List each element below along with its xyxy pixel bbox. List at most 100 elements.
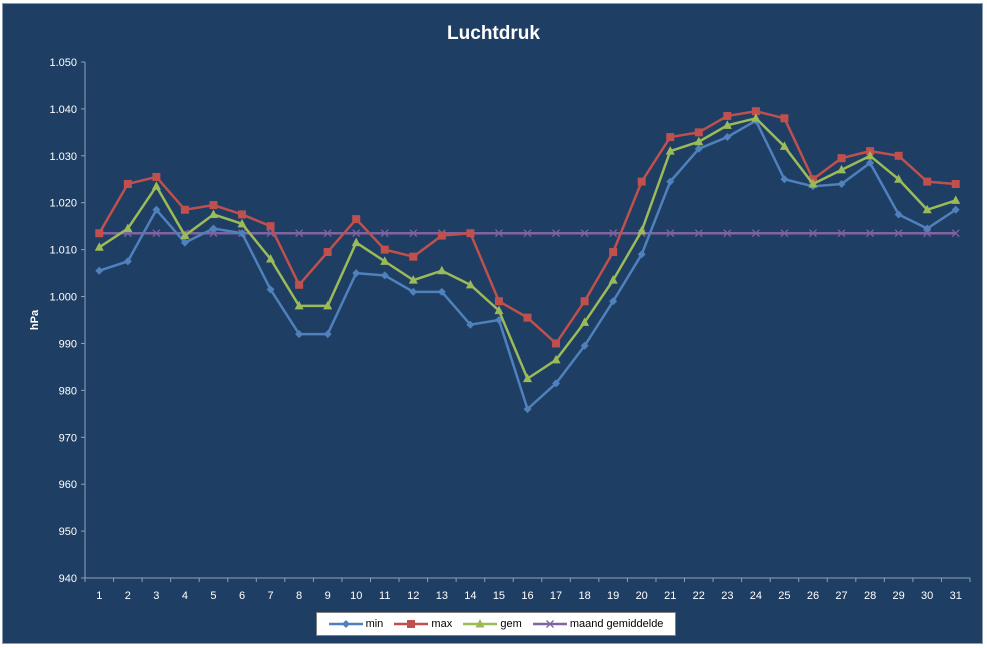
y-tick-label: 1.000: [49, 292, 77, 304]
data-point: [951, 179, 960, 188]
data-point: [837, 164, 847, 174]
x-tick-label: 15: [493, 590, 505, 602]
data-point: [608, 275, 618, 284]
data-point: [209, 224, 218, 233]
legend-swatch: [328, 620, 363, 628]
data-point: [552, 339, 561, 348]
data-point: [694, 128, 703, 137]
series-max: [95, 107, 960, 348]
data-point: [494, 229, 503, 238]
legend-item: gem: [463, 618, 522, 630]
x-tick-label: 25: [778, 590, 790, 602]
x-tick-label: 31: [950, 590, 962, 602]
data-point: [923, 229, 932, 238]
data-point: [694, 144, 703, 153]
data-point: [351, 237, 361, 247]
x-tick-label: 11: [379, 590, 390, 602]
data-point: [923, 224, 932, 233]
series-line: [98, 110, 956, 345]
series-line: [98, 117, 957, 380]
data-point: [409, 287, 418, 296]
x-tick-label: 27: [835, 590, 847, 602]
y-tick-label: 970: [59, 432, 77, 444]
data-point: [922, 204, 932, 214]
data-point: [837, 154, 846, 163]
data-point: [665, 146, 675, 155]
data-point: [723, 229, 732, 238]
chart-frame: Luchtdruk 940 950 960 970 980 990 1.000 1.010 1.…: [2, 3, 983, 644]
series-min: [95, 116, 960, 414]
data-point: [152, 172, 161, 181]
data-point: [580, 317, 590, 326]
data-point: [380, 245, 389, 254]
y-tick-label: 990: [59, 338, 77, 350]
data-point: [123, 179, 132, 188]
data-point: [323, 247, 332, 256]
data-point: [894, 229, 903, 238]
data-point: [894, 174, 904, 183]
legend-label: gem: [500, 618, 522, 630]
data-point: [323, 330, 332, 339]
data-point: [751, 229, 760, 238]
data-point: [237, 218, 247, 228]
x-tick-label: 7: [268, 590, 274, 602]
data-point: [866, 158, 875, 167]
data-point: [95, 266, 104, 275]
data-point: [780, 229, 789, 238]
data-point: [180, 230, 190, 240]
data-point: [552, 379, 561, 388]
data-point: [951, 205, 960, 214]
data-point: [837, 229, 846, 238]
chart-legend: min max gem maand gemiddelde: [316, 612, 676, 636]
x-tick-label: 29: [893, 590, 905, 602]
chart-title: Luchtdruk: [447, 23, 540, 44]
legend-swatch: [532, 620, 567, 628]
data-point: [580, 229, 589, 238]
data-point: [123, 223, 133, 233]
data-point: [352, 269, 361, 278]
data-point: [151, 181, 161, 190]
data-point: [180, 238, 189, 247]
data-point: [437, 231, 446, 240]
data-point: [523, 229, 532, 238]
data-point: [295, 330, 304, 339]
data-point: [951, 195, 961, 204]
legend-swatch: [463, 619, 498, 628]
data-point: [380, 256, 390, 265]
data-point: [865, 150, 875, 160]
data-point: [238, 210, 247, 219]
data-point: [666, 133, 675, 142]
x-tick-label: 14: [464, 590, 476, 602]
data-point: [94, 242, 104, 251]
data-point: [523, 373, 532, 383]
x-tick-label: 30: [921, 590, 933, 602]
y-tick-label: 950: [59, 526, 77, 538]
data-point: [466, 229, 475, 238]
data-point: [266, 254, 276, 263]
data-point: [780, 175, 789, 184]
data-point: [494, 305, 504, 315]
data-point: [808, 178, 818, 188]
data-point: [723, 111, 732, 120]
data-point: [951, 229, 960, 238]
x-tick-label: 8: [296, 590, 302, 602]
data-point: [294, 300, 304, 310]
x-tick-label: 9: [325, 590, 331, 602]
y-tick-label: 1.020: [49, 198, 77, 210]
data-point: [295, 229, 304, 238]
data-point: [465, 279, 475, 289]
y-axis-title: hPa: [29, 309, 41, 330]
y-tick-label: 980: [59, 385, 77, 397]
legend-marker: [475, 619, 485, 628]
data-point: [637, 177, 646, 186]
x-tick-label: 24: [750, 590, 762, 602]
data-point: [323, 229, 332, 238]
data-point: [894, 151, 903, 160]
data-point: [751, 113, 761, 122]
legend-label: maand gemiddelde: [569, 618, 664, 630]
x-tick-label: 4: [182, 590, 188, 602]
y-tick-label: 1.030: [49, 151, 77, 163]
legend-swatch: [394, 620, 429, 628]
data-point: [609, 247, 618, 256]
y-tick-label: 1.040: [49, 104, 77, 116]
